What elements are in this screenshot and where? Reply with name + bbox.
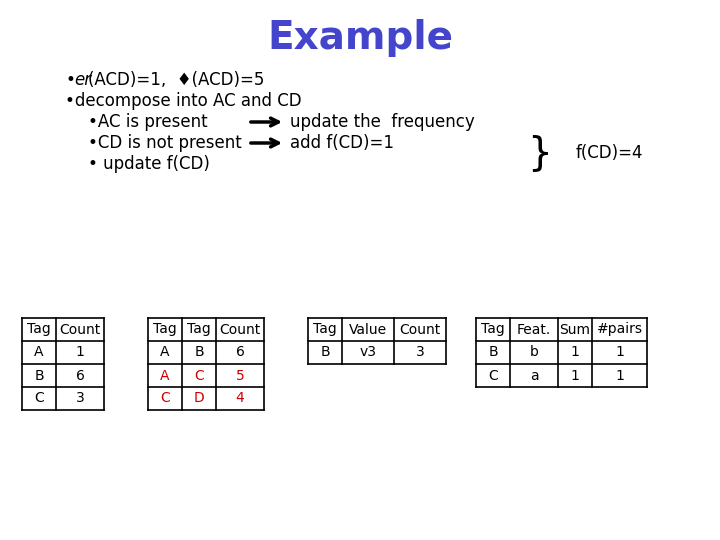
Text: B: B xyxy=(194,346,204,360)
Text: Feat.: Feat. xyxy=(517,322,551,336)
Text: •AC is present: •AC is present xyxy=(88,113,207,131)
Text: C: C xyxy=(34,392,44,406)
Text: Count: Count xyxy=(220,322,261,336)
Text: 6: 6 xyxy=(235,346,244,360)
Text: 1: 1 xyxy=(570,346,580,360)
Text: Count: Count xyxy=(59,322,101,336)
Text: • update f(CD): • update f(CD) xyxy=(88,155,210,173)
Text: •CD is not present: •CD is not present xyxy=(88,134,242,152)
Text: Value: Value xyxy=(349,322,387,336)
Text: C: C xyxy=(160,392,170,406)
Bar xyxy=(148,318,264,410)
Text: a: a xyxy=(530,368,539,382)
Bar xyxy=(476,318,647,387)
Text: B: B xyxy=(320,346,330,360)
Text: Tag: Tag xyxy=(187,322,211,336)
Text: #pairs: #pairs xyxy=(596,322,642,336)
Text: 1: 1 xyxy=(615,368,624,382)
Text: 5: 5 xyxy=(235,368,244,382)
Text: (ACD)=1,  ♦(ACD)=5: (ACD)=1, ♦(ACD)=5 xyxy=(88,71,264,89)
Text: add f(CD)=1: add f(CD)=1 xyxy=(290,134,394,152)
Text: •decompose into AC and CD: •decompose into AC and CD xyxy=(65,92,302,110)
Text: Sum: Sum xyxy=(559,322,590,336)
Text: Tag: Tag xyxy=(481,322,505,336)
Text: Tag: Tag xyxy=(153,322,177,336)
Text: Count: Count xyxy=(400,322,441,336)
Text: D: D xyxy=(194,392,204,406)
Text: update the  frequency: update the frequency xyxy=(290,113,474,131)
Text: B: B xyxy=(488,346,498,360)
Bar xyxy=(22,318,104,410)
Text: b: b xyxy=(530,346,539,360)
Text: f(CD)=4: f(CD)=4 xyxy=(576,144,644,162)
Text: 4: 4 xyxy=(235,392,244,406)
Text: }: } xyxy=(528,134,552,172)
Text: B: B xyxy=(34,368,44,382)
Text: 3: 3 xyxy=(76,392,84,406)
Text: 6: 6 xyxy=(76,368,84,382)
Text: C: C xyxy=(194,368,204,382)
Text: •: • xyxy=(65,71,75,89)
Text: v3: v3 xyxy=(359,346,377,360)
Text: A: A xyxy=(35,346,44,360)
Text: Tag: Tag xyxy=(27,322,51,336)
Text: er: er xyxy=(74,71,91,89)
Text: 1: 1 xyxy=(615,346,624,360)
Text: Tag: Tag xyxy=(313,322,337,336)
Text: 3: 3 xyxy=(415,346,424,360)
Text: Example: Example xyxy=(267,19,453,57)
Text: 1: 1 xyxy=(76,346,84,360)
Text: 1: 1 xyxy=(570,368,580,382)
Text: C: C xyxy=(488,368,498,382)
Text: A: A xyxy=(161,346,170,360)
Text: A: A xyxy=(161,368,170,382)
Bar xyxy=(308,318,446,364)
